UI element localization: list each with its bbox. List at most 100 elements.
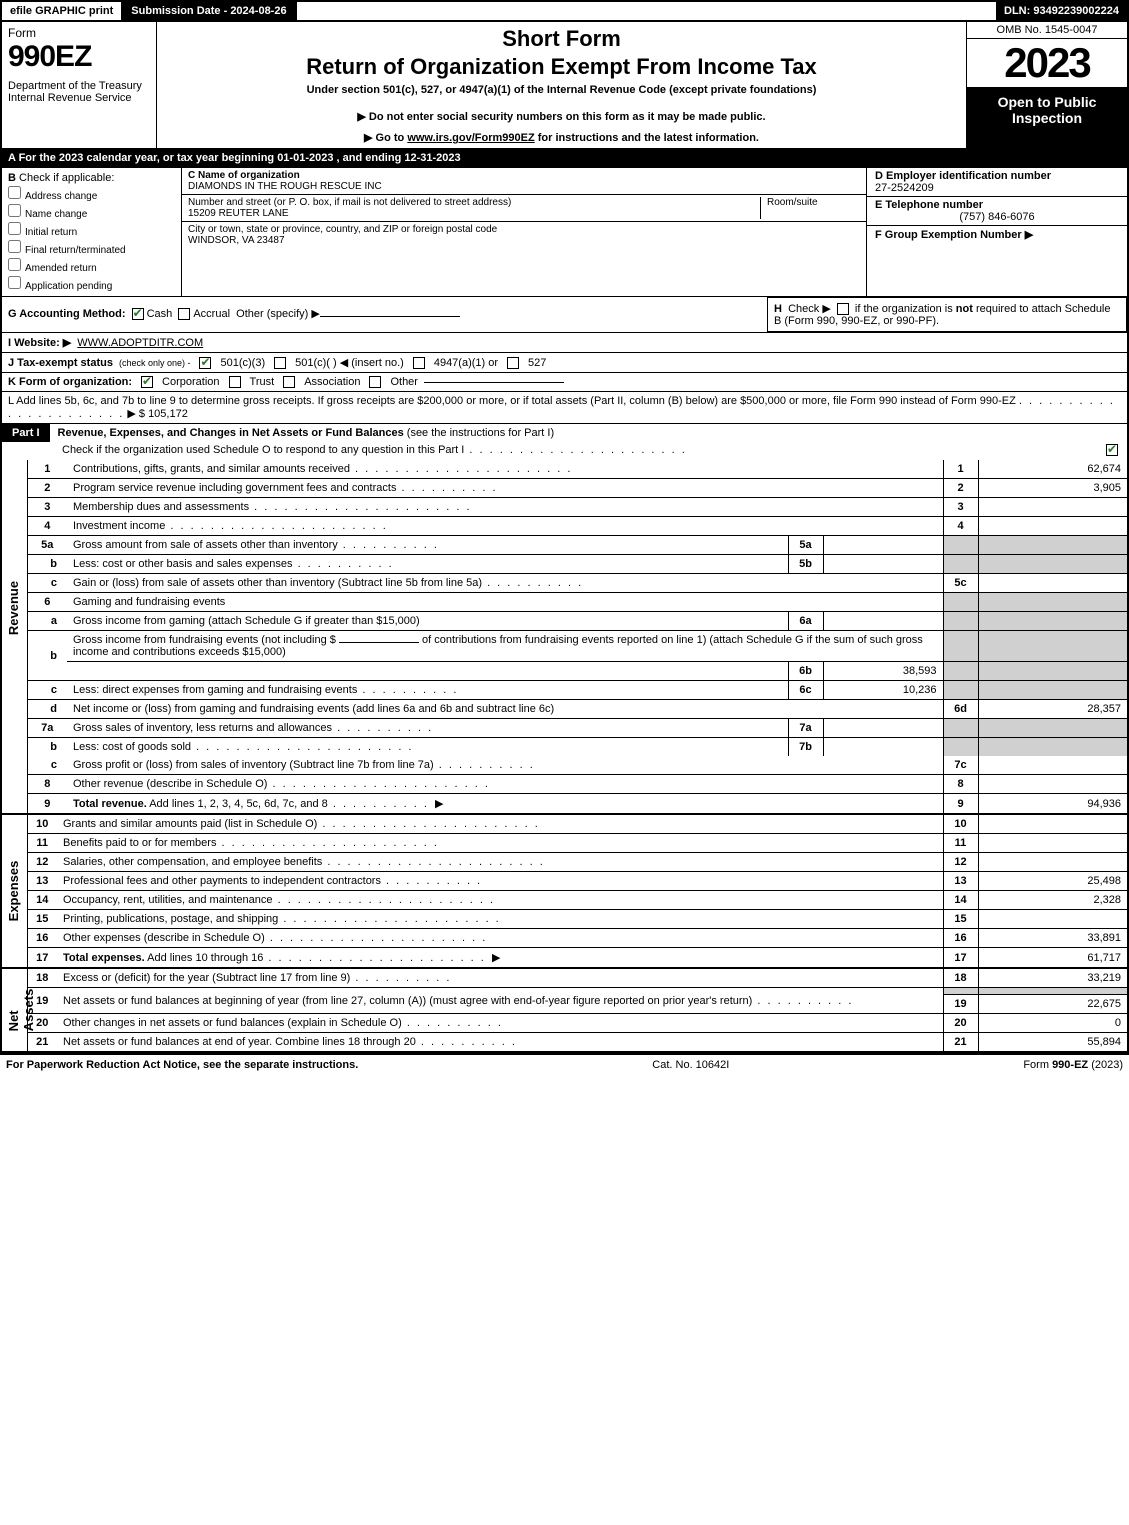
chk-application-pending[interactable]: Application pending [8,276,175,292]
line-5c-value [978,574,1128,593]
line-15-num: 15 [27,910,57,929]
line-6b-inner-value: 38,593 [823,662,943,681]
chk-final-return[interactable]: Final return/terminated [8,240,175,256]
line-7c-num: c [27,756,67,775]
chk-application-pending-box[interactable] [8,276,21,289]
line-6c-inner-box: 6c [788,681,823,700]
header-center: Short Form Return of Organization Exempt… [157,22,967,148]
form-subtitle: Under section 501(c), 527, or 4947(a)(1)… [165,84,958,96]
row-k-form-org: K Form of organization: Corporation Trus… [0,372,1129,391]
line-7a-inner-box: 7a [788,719,823,738]
line-9-value: 94,936 [978,794,1128,814]
footer-left: For Paperwork Reduction Act Notice, see … [6,1059,358,1071]
line-16-desc: Other expenses (describe in Schedule O) [57,929,943,948]
line-7c-box: 7c [943,756,978,775]
ein-label: D Employer identification number [875,170,1119,182]
chk-name-change[interactable]: Name change [8,204,175,220]
chk-schedule-o-part-i[interactable] [1106,444,1118,456]
org-address: 15209 REUTER LANE [188,208,760,219]
chk-corporation[interactable] [141,376,153,388]
line-16-num: 16 [27,929,57,948]
line-4-value [978,517,1128,536]
chk-other-org[interactable] [369,376,381,388]
line-6-num: 6 [27,593,67,612]
line-1-value: 62,674 [978,460,1128,479]
chk-initial-return[interactable]: Initial return [8,222,175,238]
row-g-h: G Accounting Method: Cash Accrual Other … [0,296,1129,332]
line-5c-num: c [27,574,67,593]
irs-link[interactable]: www.irs.gov/Form990EZ [407,132,534,144]
line-16-box: 16 [943,929,978,948]
line-12-value [978,853,1128,872]
ein-cell: D Employer identification number 27-2524… [867,168,1127,197]
line-6-desc: Gaming and fundraising events [67,593,943,612]
org-addr-cell: Number and street (or P. O. box, if mail… [182,195,866,222]
addr-label: Number and street (or P. O. box, if mail… [188,197,760,208]
revenue-table-2: c Gross profit or (loss) from sales of i… [0,756,1129,813]
chk-501c3[interactable] [199,357,211,369]
line-14-box: 14 [943,891,978,910]
line-10-value [978,814,1128,834]
line-6d-box: 6d [943,700,978,719]
line-11-value [978,834,1128,853]
topbar-spacer [297,2,996,20]
line-5c-box: 5c [943,574,978,593]
line-7a-inner-value [823,719,943,738]
h-text: Check ▶ if the organization is not requi… [774,303,1111,327]
line-7b-num: b [27,738,67,757]
revenue-table: Revenue 1 Contributions, gifts, grants, … [0,460,1129,756]
form-warning: ▶ Do not enter social security numbers o… [165,110,958,123]
row-j-tax-exempt: J Tax-exempt status (check only one) - 5… [0,352,1129,372]
line-1-box: 1 [943,460,978,479]
line-5a-inner-value [823,536,943,555]
chk-527[interactable] [507,357,519,369]
chk-final-return-box[interactable] [8,240,21,253]
chk-schedule-b-not-required[interactable] [837,303,849,315]
row-l-gross-receipts: L Add lines 5b, 6c, and 7b to line 9 to … [0,391,1129,423]
chk-amended-return-box[interactable] [8,258,21,271]
footer-cat-no: Cat. No. 10642I [652,1059,729,1071]
website-value[interactable]: WWW.ADOPTDITR.COM [77,337,203,349]
j-label: J Tax-exempt status [8,357,113,369]
col-d: D Employer identification number 27-2524… [867,168,1127,296]
line-13-desc: Professional fees and other payments to … [57,872,943,891]
line-3-num: 3 [27,498,67,517]
revenue-vlabel: Revenue [1,460,27,756]
line-20-desc: Other changes in net assets or fund bala… [57,1014,943,1033]
i-label: I Website: ▶ [8,336,71,349]
part-i-tab: Part I [2,424,50,442]
line-20-value: 0 [978,1014,1128,1033]
other-specify-input[interactable] [320,316,460,317]
row-i-website: I Website: ▶ WWW.ADOPTDITR.COM [0,332,1129,352]
chk-4947a1[interactable] [413,357,425,369]
line-5a-num: 5a [27,536,67,555]
group-exemption-label: F Group Exemption Number ▶ [875,229,1033,241]
chk-name-change-box[interactable] [8,204,21,217]
chk-amended-return[interactable]: Amended return [8,258,175,274]
other-org-input[interactable] [424,382,564,383]
dept-label: Department of the Treasury Internal Reve… [8,80,150,104]
line-6b-inner-box: 6b [788,662,823,681]
h-label: H [774,303,782,315]
efile-print-label[interactable]: efile GRAPHIC print [2,2,123,20]
chk-initial-return-box[interactable] [8,222,21,235]
tel-label: E Telephone number [875,199,1119,211]
chk-address-change-box[interactable] [8,186,21,199]
line-7b-inner-box: 7b [788,738,823,757]
line-6b-contrib-input[interactable] [339,642,419,643]
chk-cash[interactable] [132,308,144,320]
line-1-num: 1 [27,460,67,479]
chk-address-change[interactable]: Address change [8,186,175,202]
section-a: A For the 2023 calendar year, or tax yea… [0,150,1129,166]
line-8-num: 8 [27,775,67,794]
chk-trust[interactable] [229,376,241,388]
line-18-num: 18 [27,968,57,988]
line-6a-num: a [27,612,67,631]
chk-accrual[interactable] [178,308,190,320]
line-6a-desc: Gross income from gaming (attach Schedul… [67,612,788,631]
chk-association[interactable] [283,376,295,388]
part-i-schedule-o: Check if the organization used Schedule … [0,442,1129,460]
form-title-1: Short Form [165,26,958,52]
chk-501c[interactable] [274,357,286,369]
line-12-desc: Salaries, other compensation, and employ… [57,853,943,872]
